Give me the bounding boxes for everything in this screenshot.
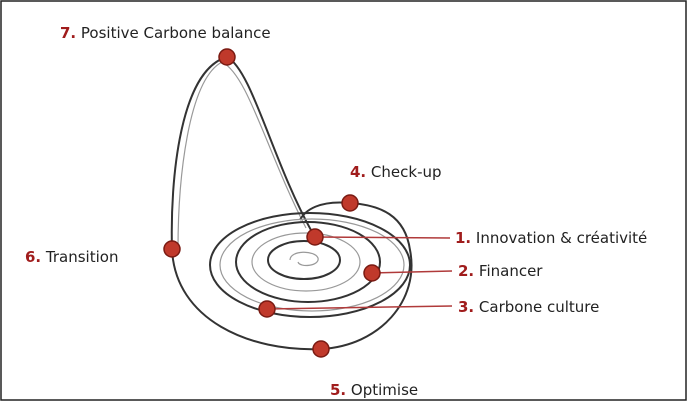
- stage-dot: [342, 195, 358, 211]
- stage-number: 4.: [350, 163, 366, 181]
- stage-label: 2. Financer: [458, 262, 543, 280]
- stage-number: 6.: [25, 248, 41, 266]
- stage-dot: [259, 301, 275, 317]
- stage-number: 7.: [60, 24, 76, 42]
- leader-line: [315, 237, 450, 238]
- stage-label: 5. Optimise: [330, 381, 418, 399]
- stage-name: Carbone culture: [479, 298, 599, 316]
- stage-number: 3.: [458, 298, 474, 316]
- stage-name: Check-up: [371, 163, 442, 181]
- stage-label: 4. Check-up: [350, 163, 442, 181]
- stage-name: Optimise: [351, 381, 418, 399]
- stage-label: 7. Positive Carbone balance: [60, 24, 271, 42]
- stage-dot: [313, 341, 329, 357]
- stage-name: Financer: [479, 262, 543, 280]
- stage-dot: [219, 49, 235, 65]
- stage-number: 2.: [458, 262, 474, 280]
- stage-dot: [164, 241, 180, 257]
- stage-dot: [307, 229, 323, 245]
- stage-label: 3. Carbone culture: [458, 298, 599, 316]
- stage-label: 6. Transition: [25, 248, 118, 266]
- stage-label: 1. Innovation & créativité: [455, 229, 647, 247]
- stage-dot: [364, 265, 380, 281]
- stage-number: 1.: [455, 229, 471, 247]
- stage-number: 5.: [330, 381, 346, 399]
- stage-name: Innovation & créativité: [476, 229, 647, 247]
- stage-name: Positive Carbone balance: [81, 24, 271, 42]
- stage-name: Transition: [45, 248, 119, 266]
- diagram: 1. Innovation & créativité 2. Financer 3…: [0, 0, 687, 401]
